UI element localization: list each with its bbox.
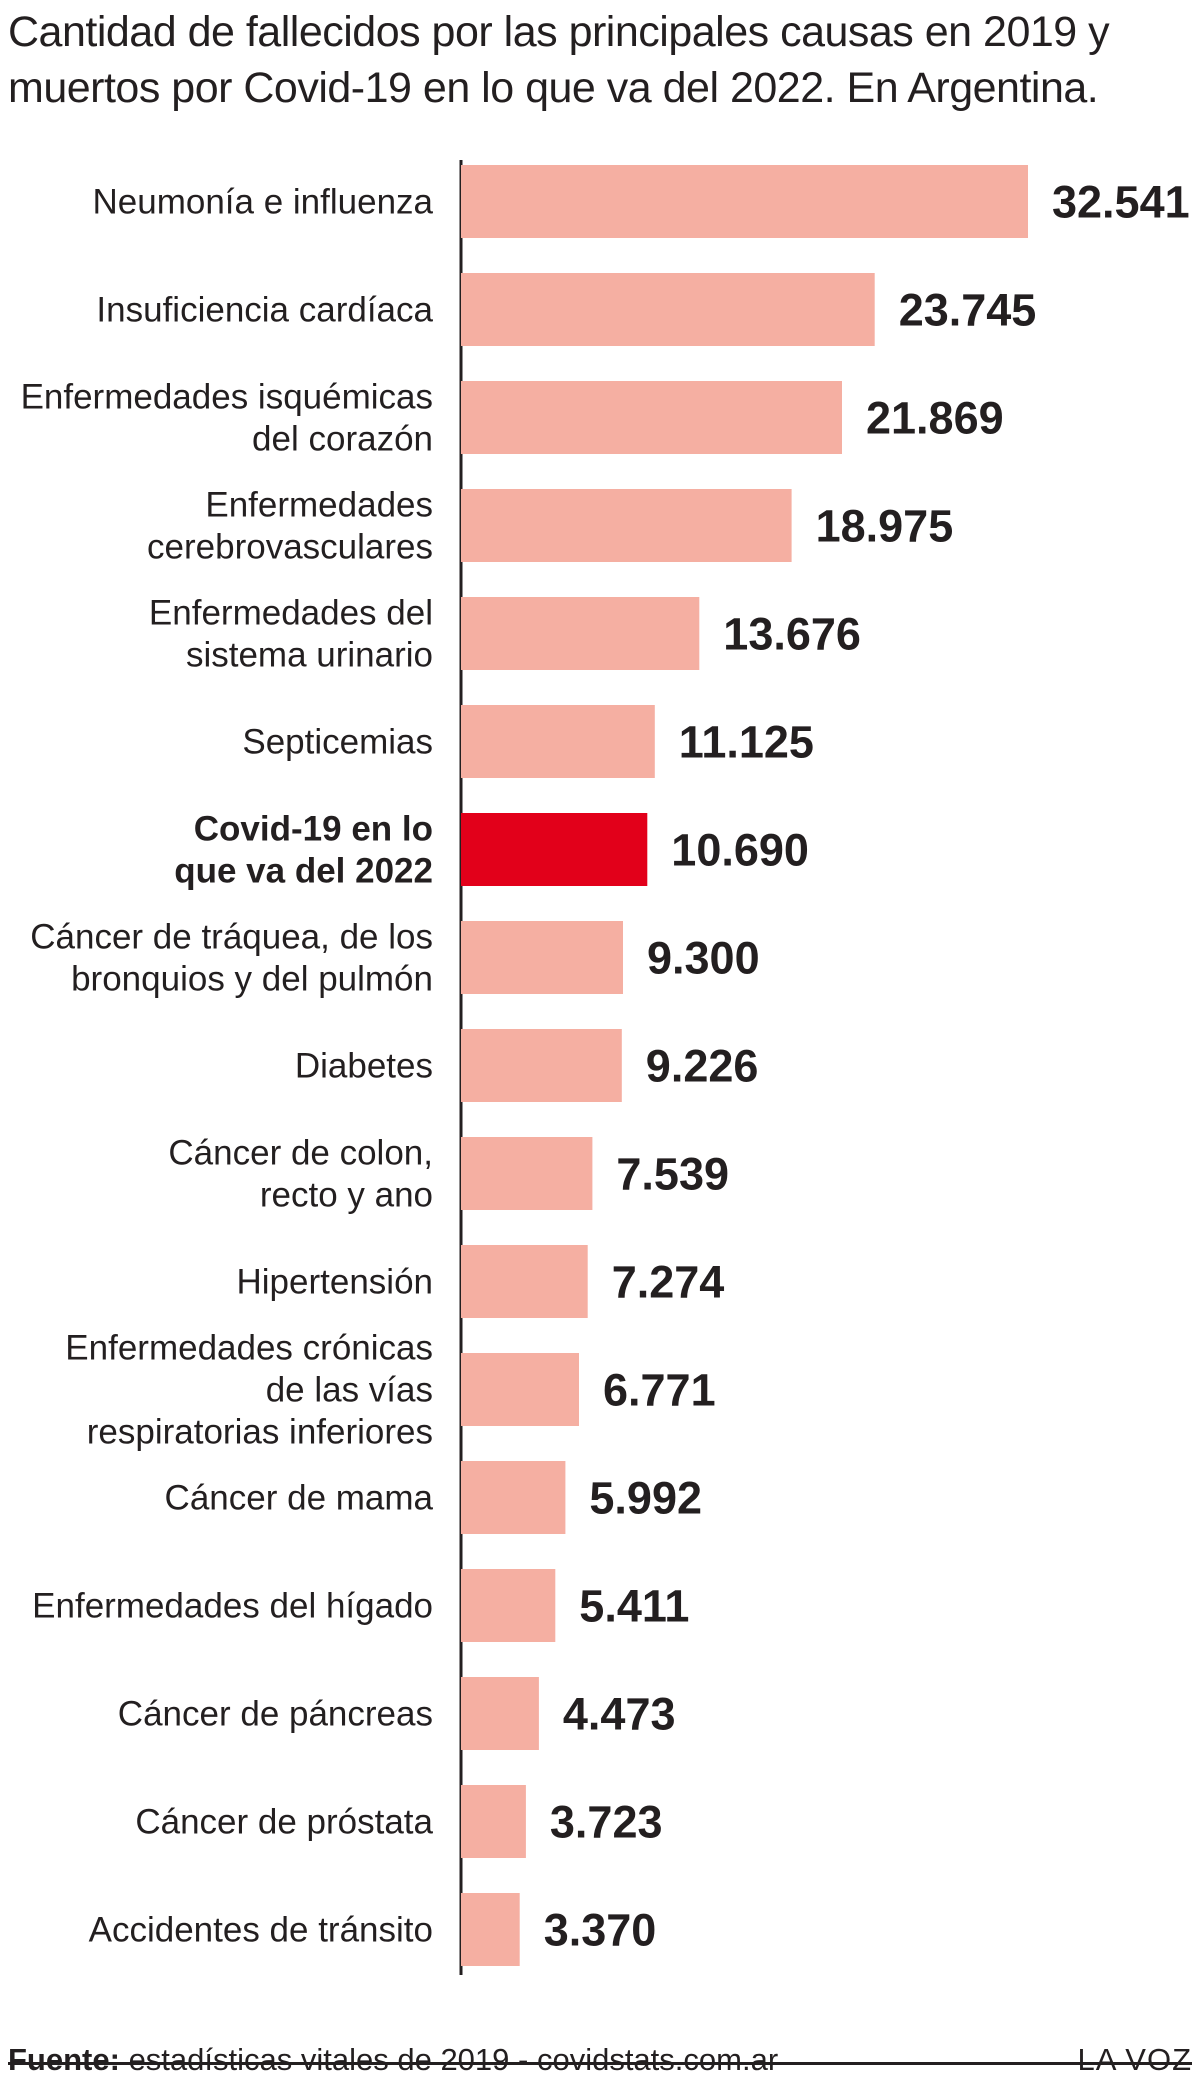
value-label: 18.975 <box>816 501 954 552</box>
category-label: Cáncer de colon, recto y ano <box>168 1134 433 1215</box>
value-label: 3.723 <box>550 1797 663 1848</box>
category-label-line: sistema urinario <box>186 636 433 675</box>
category-label-line: del corazón <box>252 420 433 459</box>
category-label-line: Hipertensión <box>237 1263 434 1302</box>
category-label-line: Cáncer de páncreas <box>118 1695 433 1734</box>
bar <box>461 381 842 454</box>
chart-title: Cantidad de fallecidos por las principal… <box>8 8 1110 112</box>
value-label: 5.992 <box>589 1473 702 1524</box>
bar <box>461 1029 622 1102</box>
bar <box>461 1137 593 1210</box>
value-label: 9.226 <box>646 1041 759 1092</box>
category-label-line: cerebrovasculares <box>147 528 433 567</box>
category-label-line: Enfermedades del hígado <box>32 1587 433 1626</box>
category-label: Cáncer de tráquea, de los bronquios y del… <box>30 918 433 999</box>
bar <box>461 1893 520 1966</box>
value-label: 4.473 <box>563 1689 676 1740</box>
value-label: 13.676 <box>723 609 861 660</box>
footer-divider <box>8 2062 1192 2065</box>
bar <box>461 1677 539 1750</box>
bar <box>461 1569 556 1642</box>
value-label: 6.771 <box>603 1365 716 1416</box>
bar <box>461 1353 579 1426</box>
bar <box>461 165 1028 238</box>
category-label-line: Enfermedades <box>205 486 433 525</box>
value-label: 21.869 <box>866 393 1004 444</box>
source-text: estadísticas vitales de 2019 - covidstat… <box>128 2042 779 2077</box>
bar <box>461 273 875 346</box>
category-label: Cáncer de mama <box>165 1479 434 1518</box>
bar <box>461 1785 526 1858</box>
category-label-line: Diabetes <box>295 1047 433 1086</box>
value-label: 23.745 <box>899 285 1037 336</box>
category-label: Hipertensión <box>237 1263 434 1302</box>
source-label: Fuente: <box>8 2042 120 2077</box>
category-label: Neumonía e influenza <box>93 183 434 222</box>
value-label: 3.370 <box>544 1905 657 1956</box>
source-note: Fuente: estadísticas vitales de 2019 - c… <box>8 2042 778 2078</box>
category-label-line: Enfermedades del <box>149 594 433 633</box>
category-label-line: Enfermedades isquémicas <box>21 378 433 417</box>
category-label: Enfermedades isquémicas del corazón <box>21 378 433 459</box>
category-label-line: respiratorias inferiores <box>87 1413 433 1452</box>
value-label: 5.411 <box>579 1581 689 1632</box>
bar <box>461 705 655 778</box>
category-label: Diabetes <box>295 1047 433 1086</box>
category-label-line: Insuficiencia cardíaca <box>96 291 433 330</box>
value-label: 9.300 <box>647 933 760 984</box>
bar <box>461 597 700 670</box>
category-label: Cáncer de próstata <box>135 1803 433 1842</box>
bar <box>461 1461 566 1534</box>
bar <box>461 921 623 994</box>
category-label: Enfermedades cerebrovasculares <box>147 486 433 567</box>
category-label-line: Covid-19 en lo <box>194 810 433 849</box>
category-label-line: Enfermedades crónicas <box>65 1329 433 1368</box>
value-label: 7.274 <box>612 1257 725 1308</box>
value-label: 7.539 <box>616 1149 729 1200</box>
category-label-line: Accidentes de tránsito <box>89 1911 433 1950</box>
category-label: Covid-19 en lo que va del 2022 <box>174 810 433 891</box>
value-label: 11.125 <box>679 717 814 768</box>
category-label: Insuficiencia cardíaca <box>96 291 433 330</box>
bar-highlighted <box>461 813 648 886</box>
category-label: Cáncer de páncreas <box>118 1695 433 1734</box>
category-label-line: Cáncer de próstata <box>135 1803 433 1842</box>
category-label: Enfermedades del hígado <box>32 1587 433 1626</box>
category-label-line: Cáncer de colon, <box>168 1134 433 1173</box>
brand-logo: LA VOZ <box>1077 2042 1192 2077</box>
bar <box>461 1245 588 1318</box>
category-label-line: Cáncer de mama <box>165 1479 434 1518</box>
category-label-line: que va del 2022 <box>174 852 433 891</box>
category-label-line: Cáncer de tráquea, de los <box>30 918 433 957</box>
value-label: 10.690 <box>671 825 809 876</box>
category-label-line: Neumonía e influenza <box>93 183 434 222</box>
category-label-line: Septicemias <box>242 723 433 762</box>
category-label: Enfermedades del sistema urinario <box>149 594 433 675</box>
value-label: 32.541 <box>1052 177 1190 228</box>
bar <box>461 489 792 562</box>
category-label: Accidentes de tránsito <box>89 1911 433 1950</box>
category-label-line: de las vías <box>266 1371 433 1410</box>
category-label: Enfermedades crónicas de las vías respirat… <box>65 1329 433 1452</box>
category-label: Septicemias <box>242 723 433 762</box>
category-label-line: recto y ano <box>260 1176 433 1215</box>
category-label-line: bronquios y del pulmón <box>71 960 433 999</box>
